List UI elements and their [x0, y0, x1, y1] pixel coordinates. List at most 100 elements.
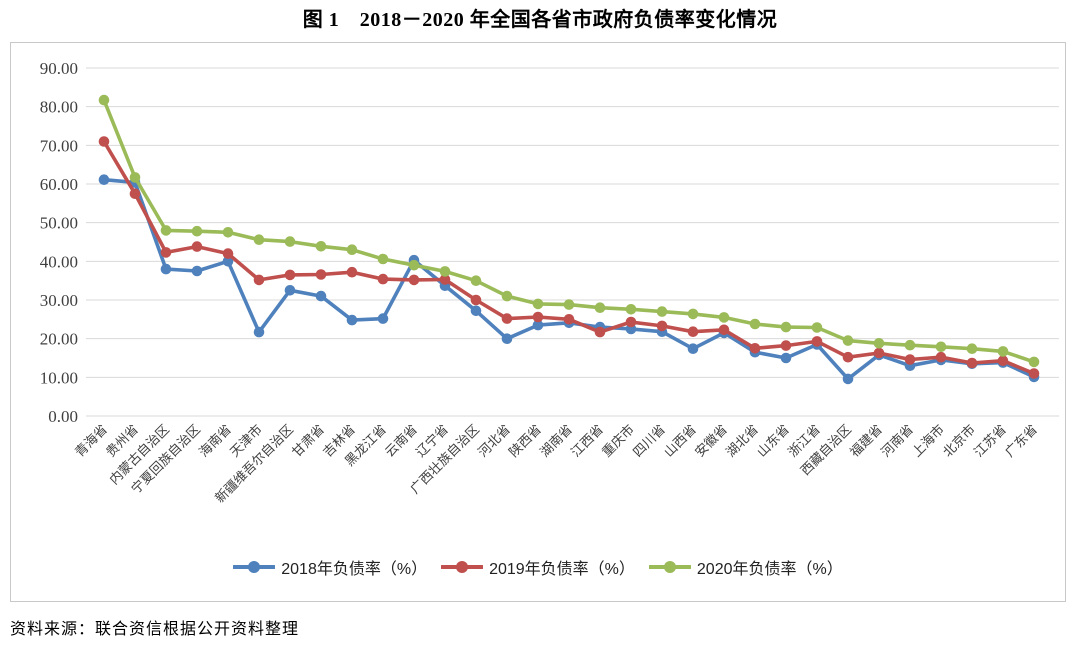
y-axis-tick-label: 10.00 — [40, 368, 78, 387]
data-point — [222, 248, 234, 259]
data-point — [501, 333, 513, 345]
x-axis-tick-label: 陕西省 — [506, 422, 544, 460]
data-point — [346, 266, 358, 278]
data-point — [346, 244, 358, 255]
data-point — [780, 340, 792, 351]
figure-title: 图 1 2018－2020 年全国各省市政府负债率变化情况 — [302, 9, 778, 31]
data-point — [439, 266, 451, 277]
data-point — [470, 275, 482, 286]
data-point — [222, 227, 234, 238]
data-point — [718, 324, 730, 336]
data-point — [687, 326, 699, 338]
data-point — [904, 339, 916, 351]
x-axis-tick-label: 山西省 — [661, 422, 699, 460]
data-point — [377, 253, 389, 265]
chart-legend: 2018年负债率（%） 2019年负债率（%） 2020年负债率（%） — [11, 555, 1065, 579]
data-point — [749, 343, 761, 354]
y-axis-tick-label: 50.00 — [40, 214, 78, 233]
x-axis-tick-label: 山东省 — [754, 422, 792, 460]
data-point — [191, 225, 203, 237]
data-point — [501, 290, 513, 302]
data-point — [935, 341, 947, 353]
data-point — [842, 373, 854, 385]
x-axis-tick-label: 湖北省 — [723, 422, 761, 460]
data-point — [811, 322, 823, 333]
x-axis-tick-label: 广东省 — [1002, 422, 1040, 460]
data-point — [160, 247, 172, 258]
x-axis-tick-label: 甘肃省 — [289, 422, 327, 460]
source-note: 资料来源：联合资信根据公开资料整理 — [10, 621, 300, 638]
y-axis-tick-label: 60.00 — [40, 175, 78, 194]
legend-marker-icon — [233, 561, 276, 573]
data-point — [315, 290, 327, 302]
data-point — [191, 265, 203, 277]
y-axis-tick-label: 40.00 — [40, 252, 78, 271]
data-point — [408, 274, 420, 286]
data-point — [656, 306, 668, 317]
data-point — [191, 241, 203, 252]
chart-frame: 0.00 10.00 20.00 30.00 40.00 50.00 60.00 70.00 8… — [10, 42, 1066, 602]
data-point — [625, 304, 637, 315]
data-point — [749, 318, 761, 330]
x-axis-tick-label: 海南省 — [196, 422, 234, 460]
data-point — [439, 274, 451, 285]
legend-label: 2019年负债率（%） — [489, 561, 635, 578]
data-point — [532, 298, 544, 310]
data-point — [966, 343, 978, 355]
data-point — [253, 274, 265, 286]
data-point — [997, 355, 1009, 367]
data-point — [997, 346, 1009, 357]
y-axis-tick-label: 70.00 — [40, 136, 78, 155]
data-point — [904, 354, 916, 365]
x-axis-tick-label: 上海市 — [909, 422, 947, 460]
x-axis-tick-label: 重庆市 — [599, 422, 637, 460]
y-axis-tick-label: 80.00 — [40, 98, 78, 117]
data-point — [842, 335, 854, 346]
data-point — [284, 236, 296, 247]
data-point — [687, 343, 699, 355]
data-point — [408, 259, 420, 271]
x-axis-tick-label: 江苏省 — [971, 422, 1009, 460]
data-point — [470, 294, 482, 306]
y-axis-tick-label: 0.00 — [48, 407, 78, 426]
data-point — [625, 316, 637, 328]
data-point — [470, 305, 482, 317]
x-axis-tick-label: 四川省 — [630, 422, 668, 460]
x-axis-tick-label: 湖南省 — [537, 422, 575, 460]
x-axis-tick-label: 河北省 — [475, 422, 513, 460]
data-point — [315, 241, 327, 252]
data-point — [253, 326, 265, 338]
data-point — [656, 320, 668, 332]
data-point — [98, 94, 110, 106]
data-point — [532, 319, 544, 331]
data-point — [594, 302, 606, 314]
legend-marker-icon — [648, 561, 691, 573]
data-point — [284, 269, 296, 281]
data-point — [222, 256, 234, 267]
data-point — [160, 225, 172, 236]
data-point — [253, 234, 265, 245]
data-point — [966, 357, 978, 369]
data-point — [811, 336, 823, 347]
data-point — [160, 263, 172, 275]
data-point — [346, 314, 358, 326]
legend-item-1: 2019年负债率（%） — [441, 555, 635, 579]
data-point — [98, 136, 110, 147]
data-point — [780, 352, 792, 364]
data-point — [1028, 368, 1040, 379]
data-point — [377, 273, 389, 285]
data-point — [129, 172, 141, 183]
x-axis-tick-label: 北京市 — [940, 422, 978, 460]
y-axis-tick-label: 90.00 — [40, 59, 78, 78]
data-point — [315, 269, 327, 280]
legend-marker-icon — [441, 561, 484, 573]
data-point — [98, 174, 110, 185]
x-axis-tick-label: 江西省 — [568, 422, 606, 460]
data-point — [563, 299, 575, 310]
y-axis-tick-label: 20.00 — [40, 330, 78, 349]
legend-label: 2018年负债率（%） — [281, 561, 428, 578]
legend-item-2: 2020年负债率（%） — [648, 555, 843, 579]
x-axis-tick-label: 福建省 — [847, 422, 885, 460]
data-point — [873, 347, 885, 359]
